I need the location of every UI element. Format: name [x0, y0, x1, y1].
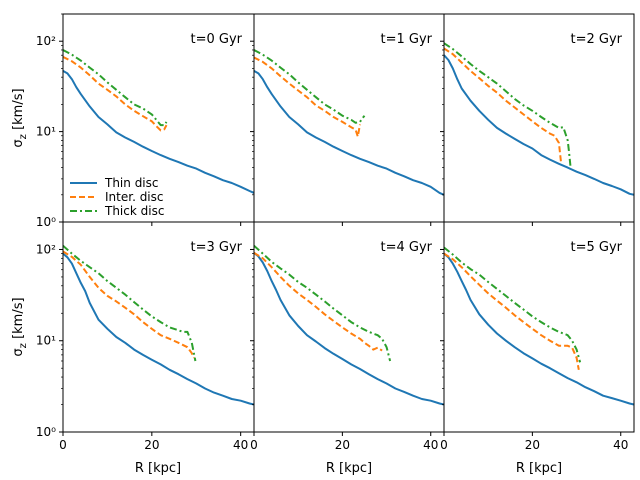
legend-entry-thin: Thin disc [70, 176, 159, 190]
x-tick-label: 40 [233, 438, 248, 452]
series-line-thick-disc [444, 246, 582, 363]
x-axis-title: R [kpc] [516, 461, 562, 476]
legend-entry-thick: Thick disc [70, 204, 164, 218]
x-tick-label: 20 [144, 438, 159, 452]
panel-t0: 10⁰ 10¹ 10² t=0 Gyr [36, 13, 255, 229]
series-line-thin-disc [63, 70, 254, 194]
y-tick-label: 10¹ [36, 125, 56, 139]
x-tick-label: 40 [423, 438, 438, 452]
legend-entry-inter: Inter. disc [70, 190, 164, 204]
y-axis-title-top: σz [km/s] [11, 88, 29, 147]
series-line-inter-disc [63, 250, 195, 359]
x-tick-label: 0 [250, 438, 258, 452]
panel-t3: 0 20 40 10⁰ 10¹ 10² t=3 Gyr [36, 221, 255, 452]
series-line-thin-disc [254, 252, 444, 406]
panel-label: t=2 Gyr [570, 32, 622, 47]
series-line-inter-disc [63, 56, 168, 132]
series-line-thin-disc [444, 54, 634, 196]
panel-label: t=1 Gyr [380, 32, 432, 47]
x-axis-title: R [kpc] [326, 461, 372, 476]
y-tick-label: 10¹ [36, 334, 56, 348]
series-line-thick-disc [444, 42, 572, 166]
panel-label: t=4 Gyr [380, 240, 432, 255]
x-tick-label: 0 [59, 438, 67, 452]
x-tick-label: 0 [440, 438, 448, 452]
y-tick-label: 10⁰ [36, 425, 56, 439]
y-tick-label: 10² [36, 34, 56, 48]
panel-label: t=3 Gyr [190, 240, 242, 255]
series-line-thin-disc [254, 70, 444, 196]
y-tick-label: 10⁰ [36, 215, 56, 229]
legend-label-thick: Thick disc [104, 204, 164, 218]
series-line-thick-disc [254, 49, 366, 124]
series-line-inter-disc [254, 56, 361, 138]
series-line-thick-disc [254, 244, 392, 362]
series-line-thick-disc [63, 244, 197, 362]
legend-label-inter: Inter. disc [105, 190, 164, 204]
legend: Thin disc Inter. disc Thick disc [70, 176, 164, 218]
x-tick-label: 40 [613, 438, 628, 452]
y-tick-label: 10² [36, 242, 56, 256]
x-tick-label: 20 [335, 438, 350, 452]
series-line-inter-disc [444, 47, 563, 164]
panel-t1: t=1 Gyr [250, 13, 445, 226]
panel-label: t=0 Gyr [190, 32, 242, 47]
x-tick-label: 20 [525, 438, 540, 452]
series-line-inter-disc [444, 252, 580, 370]
legend-label-thin: Thin disc [104, 176, 159, 190]
y-axis-title-bottom: σz [km/s] [11, 297, 29, 356]
series-line-thin-disc [444, 252, 634, 406]
x-axis-title: R [kpc] [135, 461, 181, 476]
series-line-thin-disc [63, 252, 254, 406]
series-line-inter-disc [254, 251, 383, 352]
panel-t2: t=2 Gyr [440, 13, 635, 226]
series-line-thick-disc [63, 49, 168, 127]
panel-frame [443, 221, 635, 433]
panel-t5: 0 20 40 t=5 Gyr [440, 221, 635, 452]
panel-t4: 0 20 40 t=4 Gyr [250, 221, 445, 452]
panel-label: t=5 Gyr [570, 240, 622, 255]
